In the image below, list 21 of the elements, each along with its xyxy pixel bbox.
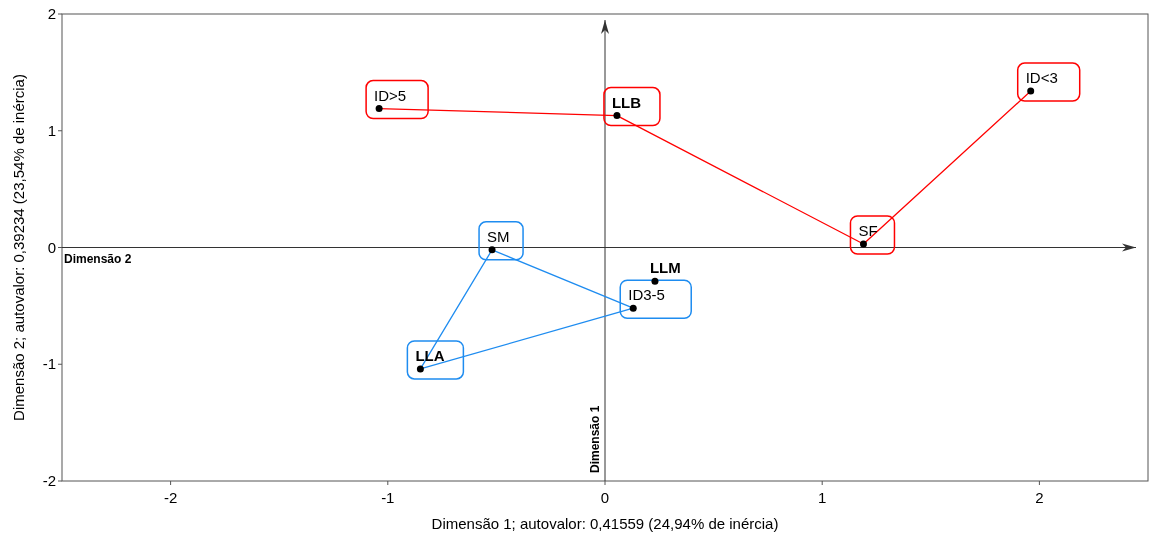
annotation: SM — [487, 227, 510, 245]
x-tick-label: 2 — [1035, 489, 1044, 506]
y-tick-label: 2 — [47, 5, 56, 22]
x-tick-label: 1 — [818, 489, 827, 506]
y-tick-label: -2 — [42, 472, 56, 489]
y-axis-title: Dimensão 2; autovalor: 0,39234 (23,54% de inércia) — [10, 74, 27, 421]
y-tick-label: 1 — [47, 121, 56, 139]
annotation: SF — [858, 222, 878, 239]
x-axis-title: Dimensão 1; autovalor: 0,41559 (24,94% de inércia) — [431, 515, 779, 532]
x-tick-label: 0 — [600, 489, 610, 506]
annotation: ID3-5 — [628, 286, 665, 304]
annotation: Dimensão 2 — [64, 251, 132, 266]
annotation: LLB — [611, 93, 642, 111]
annotation: ID<3 — [1025, 69, 1058, 87]
y-tick-label: 0 — [47, 238, 56, 256]
y-tick-label: -1 — [42, 355, 56, 373]
x-tick-label: -1 — [381, 489, 395, 506]
annotation: Dimensão 1 — [588, 405, 602, 473]
annotation: LLM — [649, 259, 681, 277]
annotation: ID>5 — [374, 86, 407, 104]
x-tick-label: -2 — [163, 489, 178, 506]
